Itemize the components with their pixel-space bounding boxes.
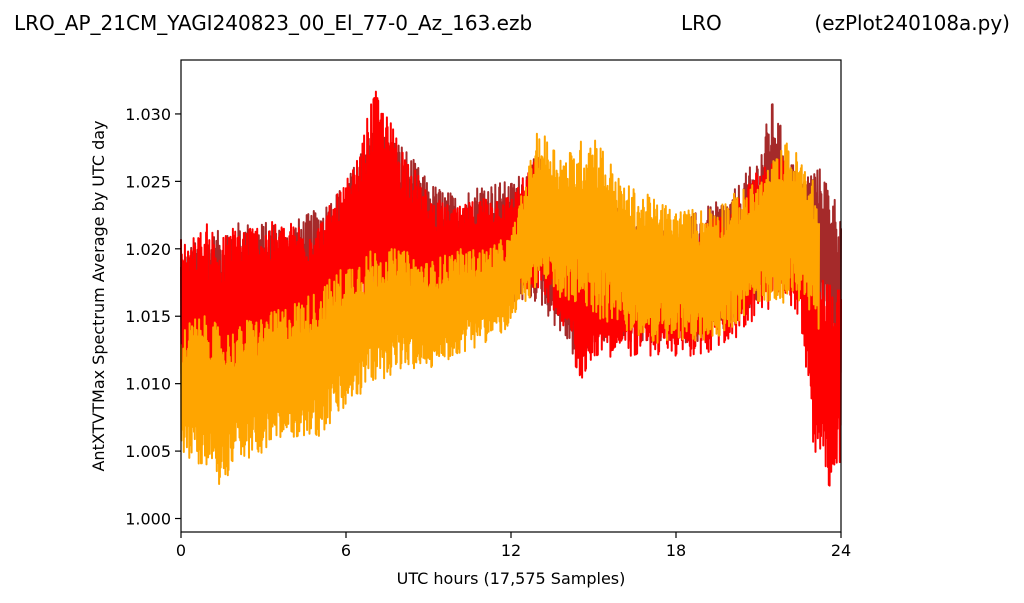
plot-area [180,59,842,533]
x-tick-label: 18 [666,541,686,560]
chart-title-right: (ezPlot240108a.py) [814,11,1010,35]
y-axis: 1.000 1.005 1.010 1.015 1.020 1.025 1.030 [125,105,181,529]
series-layer [180,90,842,487]
x-tick-label: 6 [341,541,351,560]
x-tick-label: 24 [831,541,851,560]
series-line-3 [180,132,820,485]
x-tick-label: 0 [176,541,186,560]
y-tick-label: 1.020 [125,240,171,259]
chart-title-left: LRO_AP_21CM_YAGI240823_00_El_77-0_Az_163… [14,11,532,35]
x-axis: 0 6 12 18 24 [176,532,851,560]
y-tick-label: 1.000 [125,510,171,529]
y-tick-label: 1.005 [125,442,171,461]
chart-title-center: LRO [681,11,722,35]
y-axis-label: AntXTVTMax Spectrum Average by UTC day [89,120,108,471]
y-tick-label: 1.025 [125,172,171,191]
y-tick-label: 1.015 [125,307,171,326]
x-axis-label: UTC hours (17,575 Samples) [397,569,626,588]
x-tick-label: 12 [501,541,521,560]
y-tick-label: 1.030 [125,105,171,124]
y-tick-label: 1.010 [125,375,171,394]
